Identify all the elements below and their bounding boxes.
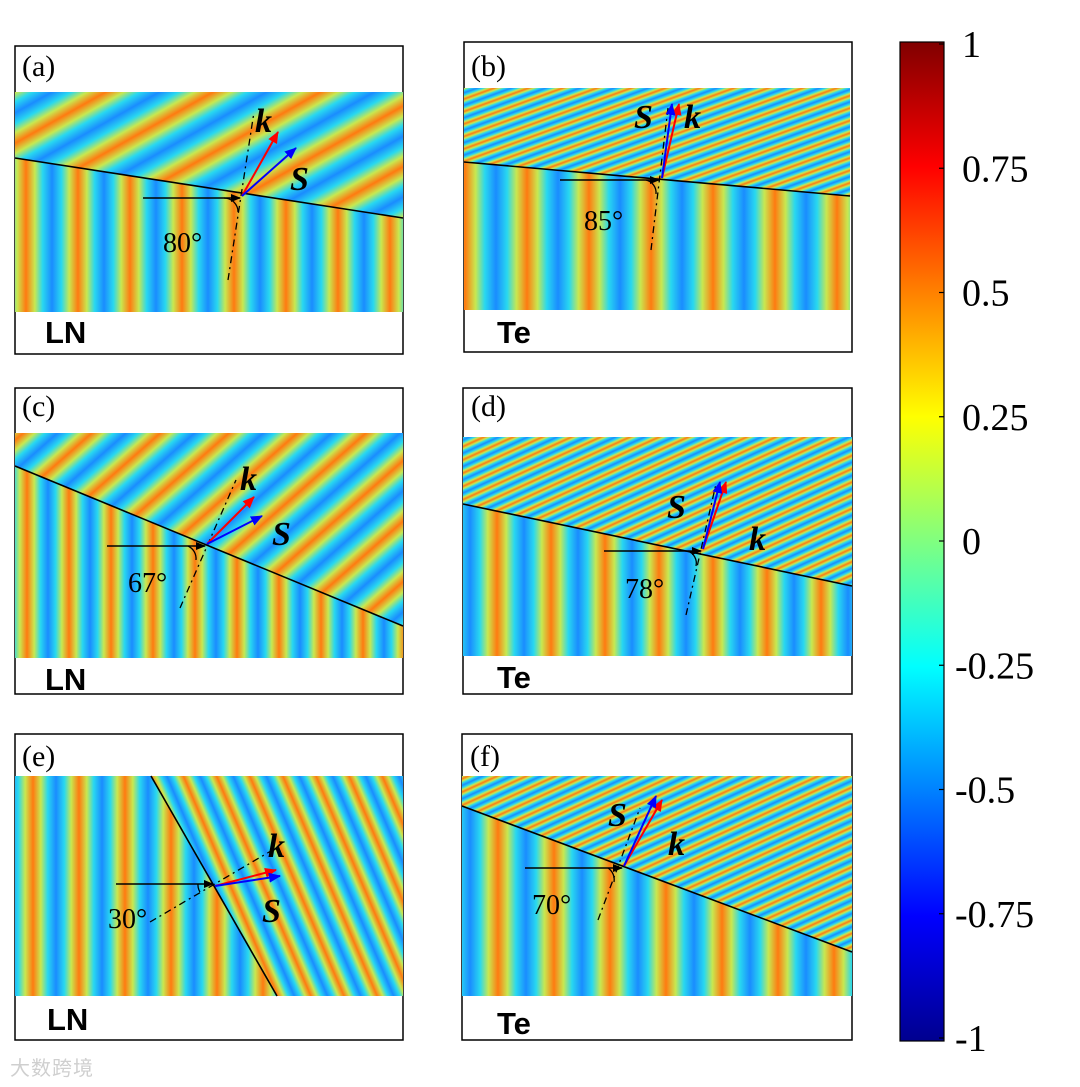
panel-f: (f) Te 70° k S: [461, 733, 853, 1041]
panel-f-refracted-region: [462, 776, 852, 952]
colorbar-tick-label: 0.75: [962, 148, 1029, 190]
colorbar-ticks: 1 0.75 0.5 0.25 0 -0.25 -0.5 -0.75 -1: [939, 24, 1034, 1060]
panel-c-s-label: S: [272, 516, 291, 553]
panel-e-incident-region: [15, 776, 277, 996]
panel-c-label: (c): [22, 390, 55, 423]
panel-f-incident-region: [462, 806, 852, 996]
panel-e-s-arrow: [214, 872, 281, 887]
panel-a-refracted-region: [15, 92, 403, 218]
panel-b-k-arrow: [661, 103, 682, 179]
colorbar: 1 0.75 0.5 0.25 0 -0.25 -0.5 -0.75 -1: [899, 24, 1034, 1060]
panel-c-incident-region: [15, 466, 403, 658]
panel-d-label: (d): [471, 390, 506, 423]
panel-d-incident-region: [463, 504, 852, 656]
panel-c-k-label: k: [240, 461, 257, 498]
panel-a-normal: [227, 111, 255, 281]
panel-b-k-label: k: [684, 99, 701, 136]
panel-b-angle-arc: [645, 179, 657, 195]
panel-e-k-arrow: [214, 867, 277, 887]
panel-f-angle-arc: [607, 867, 615, 883]
colorbar-tick-label: -0.75: [955, 894, 1034, 936]
panel-d: (d) Te 78° k S: [462, 387, 853, 695]
panel-d-refracted-region: [463, 437, 852, 586]
panel-e-label: (e): [22, 740, 55, 773]
panel-b-s-label: S: [634, 99, 653, 136]
panel-b-angle: 85°: [584, 206, 623, 237]
panel-d-s-label: S: [667, 489, 686, 526]
panel-a-k-label: k: [255, 103, 272, 140]
panel-f-k-arrow: [623, 799, 663, 867]
panel-c-material: LN: [45, 662, 86, 697]
panel-a-s-label: S: [290, 161, 309, 198]
panel-e-s-label: S: [262, 893, 281, 930]
panel-e-interface: [150, 775, 278, 997]
panel-f-k-label: k: [668, 826, 685, 863]
panel-b-s-arrow: [661, 103, 676, 179]
panel-e-refracted-region: [151, 776, 403, 996]
panel-a-s-arrow: [241, 147, 297, 197]
colorbar-tick-label: -0.25: [955, 645, 1034, 687]
watermark: 大数跨境: [10, 1056, 94, 1080]
panel-c-s-arrow: [206, 515, 263, 545]
panel-e-normal: [149, 847, 277, 923]
panel-b-label: (b): [471, 50, 506, 83]
panel-e: (e) LN 30° k S: [14, 733, 404, 1041]
panel-c-angle: 67°: [128, 568, 167, 599]
panel-c-interface: [14, 465, 404, 627]
panel-d-normal: [685, 483, 717, 616]
panel-c-refracted-region: [15, 433, 403, 626]
panel-f-s-arrow: [623, 795, 657, 867]
colorbar-tick-label: 1: [962, 24, 981, 66]
panel-b-refracted-region: [464, 88, 850, 196]
panel-e-angle: 30°: [108, 904, 147, 935]
colorbar-tick-label: -1: [955, 1018, 987, 1060]
panel-d-angle: 78°: [625, 574, 664, 605]
panel-c-k-arrow: [206, 496, 255, 545]
colorbar-tick-label: -0.5: [955, 770, 1015, 812]
colorbar-tick-label: 0.5: [962, 273, 1010, 315]
panel-d-s-arrow: [702, 481, 723, 550]
panel-a-k-arrow: [241, 131, 279, 197]
colorbar-tick-label: 0: [962, 521, 981, 563]
panel-d-k-label: k: [749, 521, 766, 558]
panel-d-interface: [462, 503, 853, 587]
panel-e-angle-arc: [197, 883, 201, 893]
colorbar-gradient: [899, 41, 945, 1042]
panel-a-incident-region: [15, 158, 403, 312]
panel-a-label: (a): [22, 50, 55, 83]
panel-d-angle-arc: [687, 550, 697, 567]
panel-a-material: LN: [45, 315, 86, 350]
panel-b-incident-region: [464, 162, 850, 310]
panel-a: (a) LN 80° k S: [14, 45, 404, 355]
panel-f-label: (f): [470, 740, 500, 773]
panel-c-angle-arc: [187, 545, 197, 561]
panel-c: (c) LN 67° k S: [14, 387, 404, 697]
panel-b: (b) Te 85° k S: [463, 41, 853, 353]
colorbar-tick-label: 0.25: [962, 397, 1029, 439]
panel-f-angle: 70°: [532, 890, 571, 921]
panel-f-s-label: S: [608, 797, 627, 834]
panel-f-material: Te: [497, 1006, 531, 1041]
panel-e-k-label: k: [268, 828, 285, 865]
panel-b-normal: [650, 107, 669, 251]
panel-f-normal: [597, 807, 641, 921]
panel-a-interface: [14, 157, 404, 219]
panel-f-interface: [461, 805, 853, 953]
panel-a-angle: 80°: [163, 228, 202, 259]
panel-d-material: Te: [497, 660, 531, 695]
panel-e-material: LN: [47, 1002, 88, 1037]
panel-a-angle-arc: [223, 197, 239, 213]
panel-b-material: Te: [497, 315, 531, 350]
